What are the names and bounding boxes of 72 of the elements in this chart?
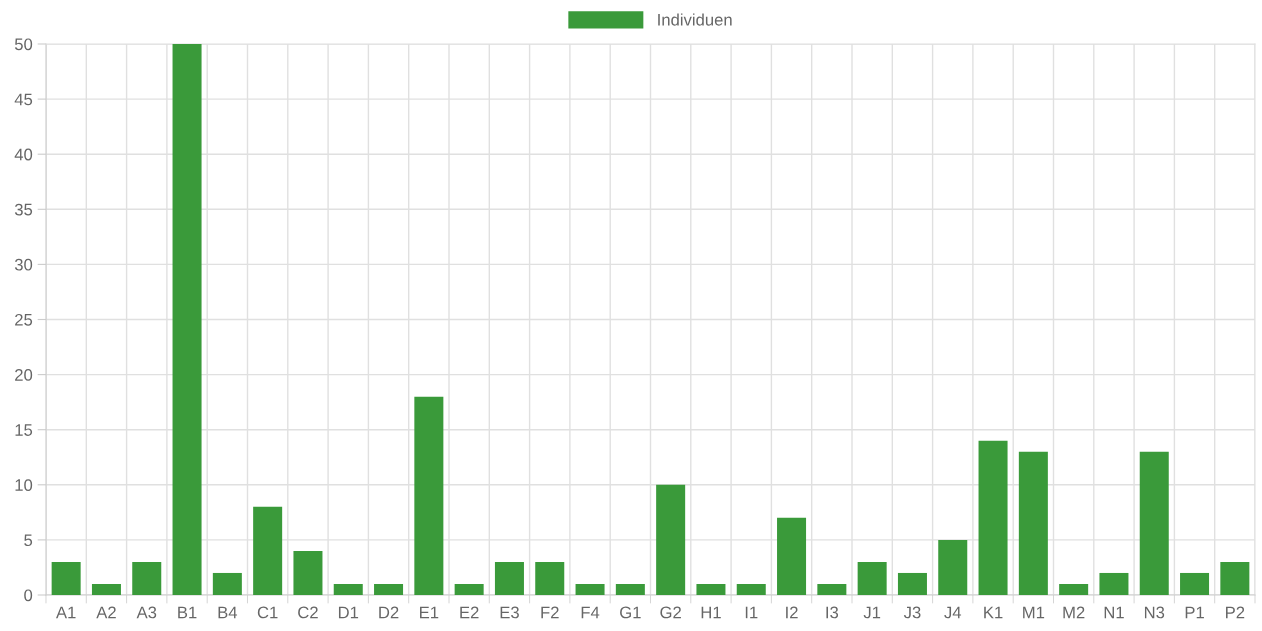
bar: [414, 396, 444, 595]
x-tick-label: H1: [701, 606, 721, 619]
x-tick-label: P1: [1185, 606, 1204, 619]
y-tick-label: 25: [15, 313, 33, 326]
bar: [736, 583, 766, 595]
y-tick-label: 50: [14, 38, 33, 51]
bar: [172, 44, 202, 595]
bar: [253, 506, 283, 595]
bar: [454, 583, 484, 595]
x-tick-label: F4: [581, 606, 600, 619]
x-tick-label: C2: [298, 606, 318, 619]
x-tick-label: I1: [745, 606, 758, 619]
x-tick-label: N3: [1144, 606, 1165, 619]
bar: [1220, 561, 1250, 595]
y-tick-label: 30: [14, 258, 33, 271]
x-tick-label: N1: [1104, 606, 1124, 619]
x-tick-label: G2: [660, 606, 681, 619]
bar: [897, 572, 927, 595]
x-tick-label: P2: [1226, 606, 1245, 619]
y-tick-label: 0: [24, 589, 33, 602]
bar: [1139, 451, 1169, 595]
bar: [333, 583, 363, 595]
bar: [656, 484, 686, 595]
bar: [777, 517, 807, 595]
x-tick-label: M2: [1063, 606, 1085, 619]
y-tick-label: 45: [14, 93, 33, 106]
y-tick-label: 5: [24, 534, 33, 547]
x-tick-label: D2: [379, 606, 399, 619]
bar: [374, 583, 404, 595]
bar: [91, 583, 121, 595]
x-tick-label: F2: [541, 606, 559, 619]
x-tick-label: M1: [1023, 606, 1045, 619]
x-tick-label: I3: [826, 606, 839, 619]
bar: [212, 572, 242, 595]
x-tick-label: A3: [136, 606, 157, 619]
bar: [293, 550, 323, 595]
bar: [615, 583, 645, 595]
bar: [857, 561, 887, 595]
bar: [817, 583, 847, 595]
x-tick-label: D1: [338, 606, 359, 619]
bar: [1180, 572, 1210, 595]
y-tick-label: 35: [14, 203, 33, 216]
x-tick-label: J1: [863, 606, 881, 619]
x-tick-label: I2: [786, 606, 798, 619]
bar: [938, 539, 968, 595]
x-tick-label: A2: [96, 606, 116, 619]
x-tick-label: G1: [620, 606, 641, 619]
bar: [696, 583, 726, 595]
x-tick-label: J4: [944, 606, 962, 619]
x-tick-label: K1: [984, 606, 1003, 619]
y-tick-label: 20: [15, 369, 33, 381]
x-tick-label: B4: [218, 606, 238, 619]
x-tick-label: C1: [257, 606, 278, 619]
y-tick-label: 10: [15, 479, 33, 491]
x-tick-label: A1: [55, 606, 76, 619]
x-tick-label: B1: [178, 606, 197, 619]
bar: [575, 583, 605, 595]
bar: [132, 561, 162, 595]
bar: [51, 561, 81, 595]
bar: [1018, 451, 1048, 595]
y-tick-label: 40: [14, 148, 33, 161]
x-tick-label: J3: [903, 606, 921, 619]
legend-label: Individuen: [658, 13, 732, 26]
x-tick-label: E1: [420, 606, 439, 619]
bar: [978, 440, 1008, 595]
x-tick-label: E3: [500, 606, 519, 619]
bar: [1099, 572, 1129, 595]
bar: [535, 561, 565, 595]
y-tick-label: 15: [15, 424, 33, 436]
bar: [1059, 583, 1089, 595]
x-tick-label: E2: [460, 606, 479, 619]
bar: [494, 561, 524, 595]
